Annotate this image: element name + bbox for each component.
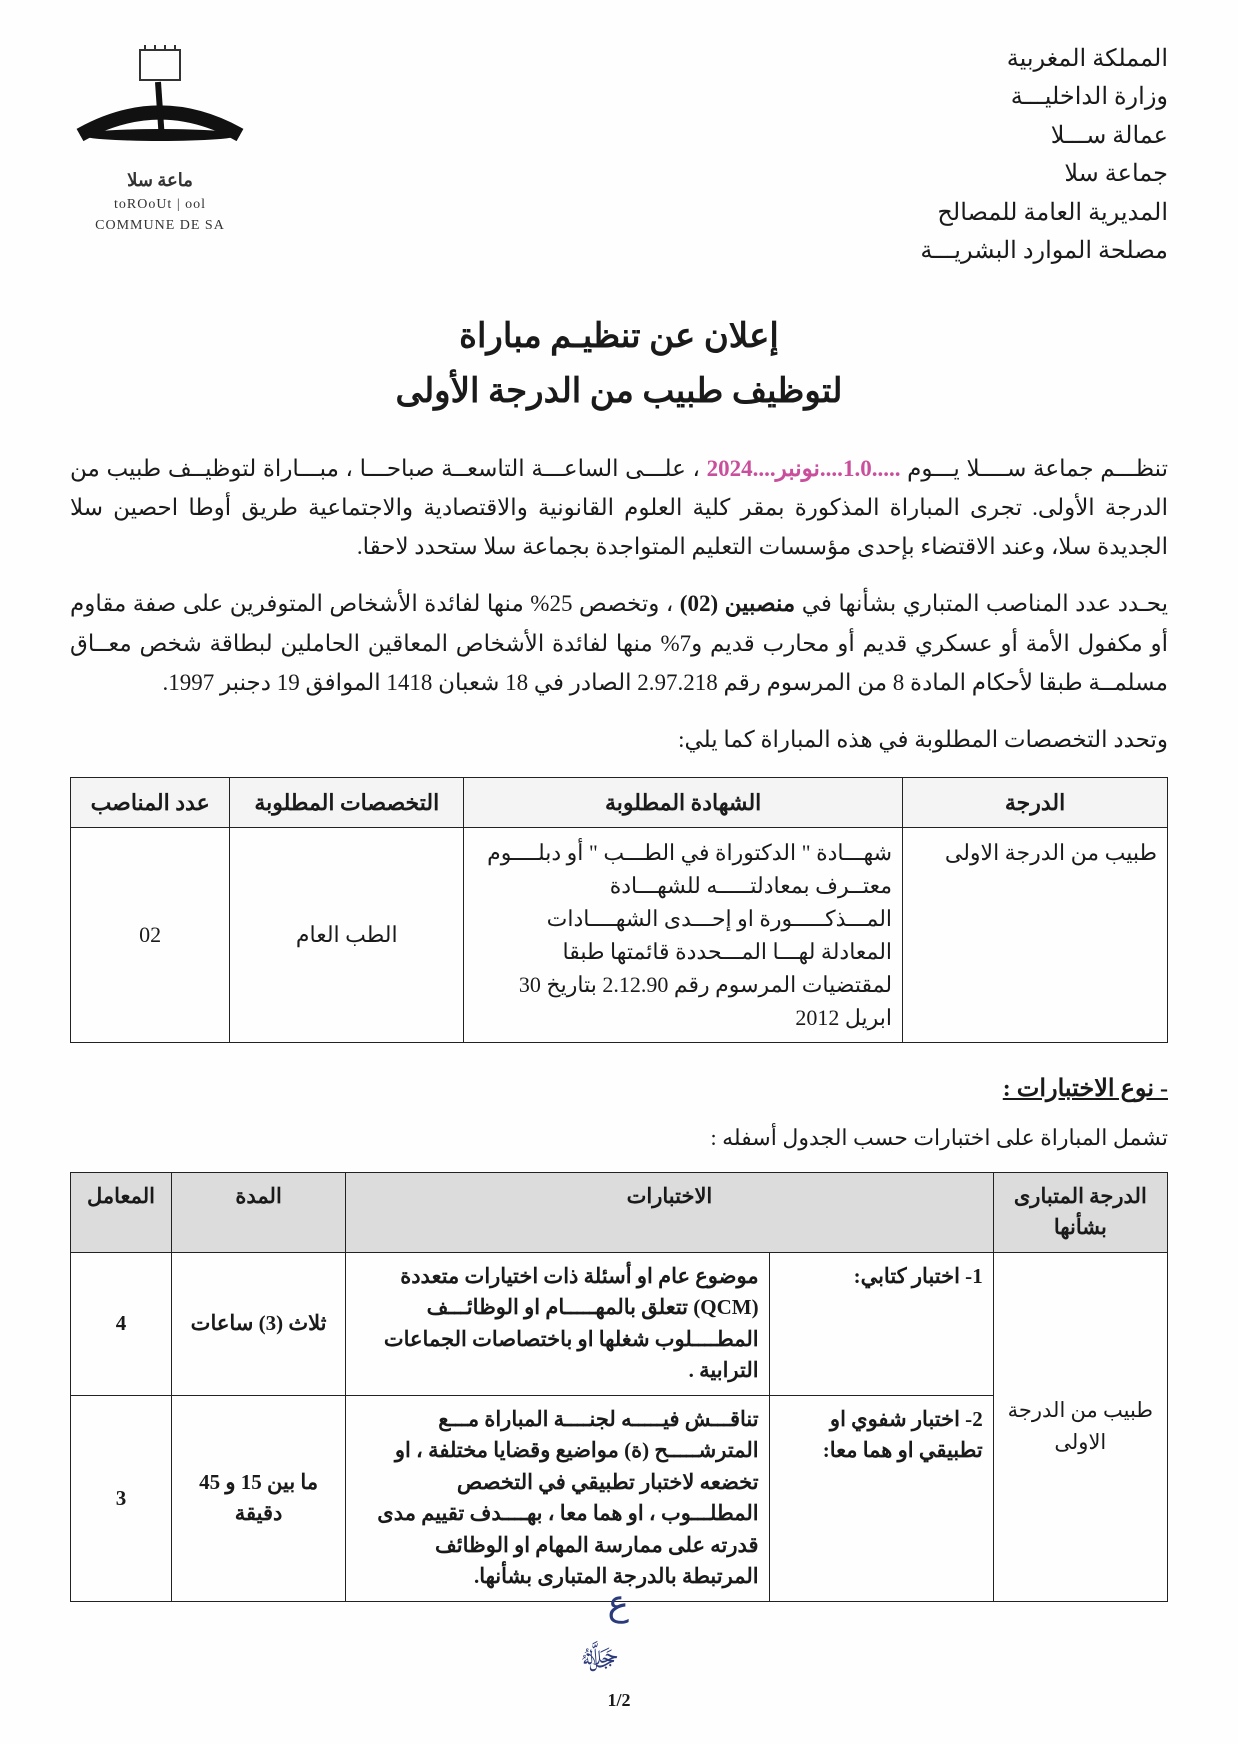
cell-duration: ما بين 15 و 45 دقيقة xyxy=(171,1395,345,1601)
cell-coef: 3 xyxy=(71,1395,172,1601)
cell-grade: طبيب من الدرجة الاولى xyxy=(903,827,1168,1042)
page-number: 1/2 xyxy=(607,1687,630,1714)
cell-exam-desc: تناقـــش فيـــــه لجنــــة المباراة مـــ… xyxy=(346,1395,769,1601)
th-diploma: الشهادة المطلوبة xyxy=(464,777,903,827)
title-block: إعلان عن تنظيـم مباراة لتوظيف طبيب من ال… xyxy=(70,310,1168,419)
cell-coef: 4 xyxy=(71,1252,172,1395)
exam-desc: تناقـــش فيـــــه لجنــــة المباراة مـــ… xyxy=(377,1407,758,1589)
cell-exam-label: 1- اختبار كتابي: xyxy=(769,1252,993,1395)
intro-paragraph: تنظـــم جماعة ســــلا يـــوم .....1.0...… xyxy=(70,449,1168,566)
signature-mark-icon: ع ﷻ xyxy=(579,1576,629,1684)
cell-exam-desc: موضوع عام او أسئلة ذات اختيارات متعددة (… xyxy=(346,1252,769,1395)
cell-grade: طبيب من الدرجة الاولى xyxy=(993,1252,1167,1601)
posts-count: منصبين (02) xyxy=(680,591,795,616)
th-coef: المعامل xyxy=(71,1172,172,1252)
cell-spec: الطب العام xyxy=(230,827,464,1042)
issuer-line: عمالة ســـلا xyxy=(920,117,1168,155)
title-line: إعلان عن تنظيـم مباراة xyxy=(70,310,1168,364)
cell-diploma: شهـــادة " الدكتوراة في الطـــب " أو دبل… xyxy=(464,827,903,1042)
cell-count: 02 xyxy=(71,827,230,1042)
title-line: لتوظيف طبيب من الدرجة الأولى xyxy=(70,365,1168,419)
issuer-line: وزارة الداخليـــة xyxy=(920,78,1168,116)
th-count: عدد المناصب xyxy=(71,777,230,827)
exam-date-fill: .....1.0....نونبر....2024 xyxy=(707,456,901,481)
cell-duration: ثلاث (3) ساعات xyxy=(171,1252,345,1395)
issuer-line: مصلحة الموارد البشريـــة xyxy=(920,232,1168,270)
duration: ثلاث (3) ساعات xyxy=(191,1311,327,1335)
document-header: المملكة المغربية وزارة الداخليـــة عمالة… xyxy=(70,40,1168,270)
th-duration: المدة xyxy=(171,1172,345,1252)
specializations-lead: وتحدد التخصصات المطلوبة في هذه المباراة … xyxy=(70,720,1168,759)
posts-paragraph: يحـدد عدد المناصب المتباري بشأنها في منص… xyxy=(70,584,1168,701)
exam-desc: موضوع عام او أسئلة ذات اختيارات متعددة (… xyxy=(384,1264,759,1383)
logo-subtext: toROoUt | ool xyxy=(70,194,250,215)
issuer-block: المملكة المغربية وزارة الداخليـــة عمالة… xyxy=(920,40,1168,270)
logo-subtext: COMMUNE DE SA xyxy=(70,215,250,236)
logo-block: ماعة سلا toROoUt | ool COMMUNE DE SA xyxy=(70,40,250,236)
cell-exam-label: 2- اختبار شفوي او تطبيقي او هما معا: xyxy=(769,1395,993,1601)
duration: ما بين 15 و 45 دقيقة xyxy=(199,1470,318,1526)
exam-label: 1- اختبار كتابي: xyxy=(854,1264,983,1288)
th-grade: الدرجة المتبارى بشأنها xyxy=(993,1172,1167,1252)
exams-section-title: - نوع الاختبارات : xyxy=(70,1071,1168,1107)
table-row: طبيب من الدرجة الاولى شهـــادة " الدكتور… xyxy=(71,827,1168,1042)
logo-caption: ماعة سلا xyxy=(70,167,250,194)
requirements-table: الدرجة الشهادة المطلوبة التخصصات المطلوب… xyxy=(70,777,1168,1043)
th-grade: الدرجة xyxy=(903,777,1168,827)
table-row: طبيب من الدرجة الاولى 1- اختبار كتابي: م… xyxy=(71,1252,1168,1395)
th-exams: الاختبارات xyxy=(346,1172,993,1252)
commune-logo-icon xyxy=(70,40,250,160)
exam-label: 2- اختبار شفوي او تطبيقي او هما معا: xyxy=(823,1407,983,1463)
coef: 4 xyxy=(116,1311,127,1335)
issuer-line: جماعة سلا xyxy=(920,155,1168,193)
issuer-line: المملكة المغربية xyxy=(920,40,1168,78)
exams-intro: تشمل المباراة على اختبارات حسب الجدول أس… xyxy=(70,1121,1168,1154)
coef: 3 xyxy=(116,1486,127,1510)
exams-table: الدرجة المتبارى بشأنها الاختبارات المدة … xyxy=(70,1172,1168,1602)
text: يحـدد عدد المناصب المتباري بشأنها في xyxy=(795,591,1168,616)
th-spec: التخصصات المطلوبة xyxy=(230,777,464,827)
text: تنظـــم جماعة ســــلا يـــوم xyxy=(900,456,1168,481)
issuer-line: المديرية العامة للمصالح xyxy=(920,194,1168,232)
